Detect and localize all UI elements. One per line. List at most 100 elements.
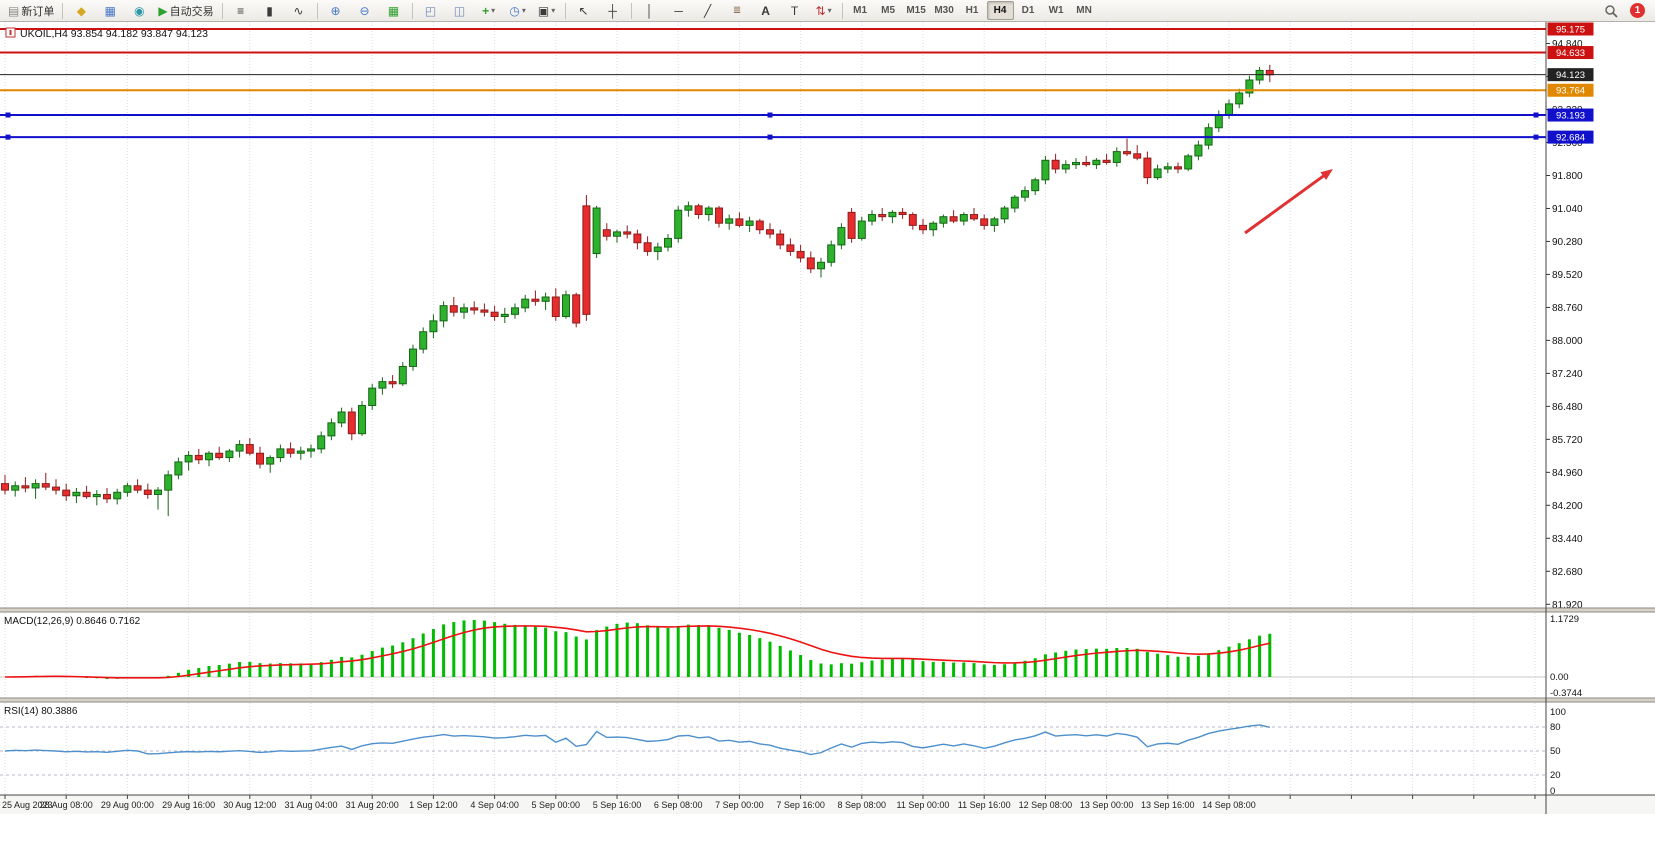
annotations-layer (1244, 169, 1333, 235)
label-tool-button[interactable]: T (781, 1, 809, 21)
crosshair-icon: ┼ (608, 3, 617, 18)
time-axis[interactable] (0, 795, 1655, 814)
period-button[interactable]: ◷ ▾ (504, 1, 532, 21)
new-chart-button[interactable]: + ▾ (475, 1, 503, 21)
trendline-button[interactable]: ╱ (694, 1, 722, 21)
navigator-button[interactable]: ◉ (125, 1, 153, 21)
price-line-92.684[interactable]: 92.684 (0, 130, 1594, 144)
candle (633, 229, 642, 250)
chart-plot-area[interactable] (0, 22, 1546, 608)
candle (409, 344, 417, 371)
time-axis-label: 31 Aug 04:00 (284, 800, 337, 810)
price-axis-label: 84.960 (1552, 468, 1583, 479)
time-axis-label: 29 Aug 16:00 (162, 800, 215, 810)
tile-windows-button[interactable]: ◫ (446, 1, 474, 21)
candle (1255, 66, 1264, 85)
line-handle[interactable] (767, 112, 773, 118)
panel-splitter[interactable] (0, 698, 1655, 702)
candle (1123, 138, 1131, 156)
timeframe-m1-button[interactable]: M1 (853, 5, 868, 16)
time-axis-label: 6 Sep 08:00 (654, 800, 703, 810)
line-handle[interactable] (5, 134, 11, 140)
macd-panel[interactable] (0, 612, 1546, 698)
candle (307, 444, 315, 458)
autotrade-button[interactable]: ▶ 自动交易 (154, 1, 217, 21)
zoom-in-button[interactable]: ⊕ (322, 1, 350, 21)
trendline-icon: ╱ (703, 3, 712, 18)
autotrade-icon: ▶ (158, 3, 168, 18)
zoom-out-button[interactable]: ⊖ (351, 1, 379, 21)
bar-chart-button[interactable]: ≡ (227, 1, 255, 21)
price-line-label-box (1547, 83, 1594, 97)
data-window-icon: ▦ (104, 3, 117, 18)
candle (82, 485, 91, 499)
price-axis-label: 81.920 (1552, 600, 1583, 611)
search-button[interactable] (1597, 1, 1625, 21)
candle (194, 448, 203, 465)
line-handle[interactable] (5, 112, 11, 118)
candle (562, 290, 570, 319)
candle (1194, 140, 1203, 161)
price-line-94.123[interactable]: 94.123 (0, 68, 1594, 82)
cascade-windows-button[interactable]: ◰ (417, 1, 445, 21)
arrow-annotation[interactable] (1244, 169, 1333, 235)
candle (745, 216, 754, 232)
timeframe-h1-button[interactable]: H1 (965, 5, 979, 16)
arrows-tool-button[interactable]: ⇅ ▾ (810, 1, 838, 21)
vertical-line-button[interactable]: │ (636, 1, 664, 21)
template-button[interactable]: ▣ ▾ (533, 1, 561, 21)
new-chart-icon: + (482, 3, 490, 18)
candle-chart-button[interactable]: ▮ (256, 1, 284, 21)
candle (225, 448, 234, 462)
clock-icon: ◷ (509, 3, 520, 18)
market-watch-button[interactable]: ◆ (67, 1, 95, 21)
timeframe-m30-button[interactable]: M30 (934, 5, 954, 16)
cursor-button[interactable]: ↖ (570, 1, 598, 21)
price-line-label: 93.764 (1556, 86, 1585, 97)
candle (235, 440, 244, 458)
time-axis-label: 7 Sep 16:00 (776, 800, 825, 810)
candle (184, 451, 193, 471)
line-handle[interactable] (1533, 112, 1539, 118)
zoom-out-icon: ⊖ (359, 3, 370, 18)
timeframe-w1-button[interactable]: W1 (1048, 5, 1064, 16)
notification-badge[interactable]: 1 (1630, 3, 1645, 18)
price-line-93.193[interactable]: 93.193 (0, 108, 1594, 122)
candle (92, 490, 101, 506)
price-line-label-box (1547, 46, 1594, 60)
timeframe-mn-button[interactable]: MN (1076, 5, 1092, 16)
line-chart-button[interactable]: ∿ (285, 1, 313, 21)
candle (266, 455, 275, 473)
rsi-axis-50: 50 (1550, 746, 1561, 757)
timeframe-m15-button[interactable]: M15 (906, 5, 926, 16)
candle (715, 205, 723, 228)
separator (62, 2, 64, 19)
timeframe-h4-button[interactable]: H4 (986, 1, 1014, 20)
candle (133, 479, 142, 494)
candle (990, 216, 999, 232)
price-line-93.764[interactable]: 93.764 (0, 83, 1594, 97)
crosshair-button[interactable]: ┼ (599, 1, 627, 21)
candle (1133, 145, 1142, 161)
panel-splitter[interactable] (0, 608, 1655, 612)
price-line-94.633[interactable]: 94.633 (0, 46, 1594, 60)
timeframe-m5-button[interactable]: M5 (881, 5, 896, 16)
candle (521, 294, 530, 313)
time-axis-label: 5 Sep 16:00 (593, 800, 642, 810)
timeframe-d1-button[interactable]: D1 (1021, 5, 1035, 16)
fibonacci-button[interactable]: ≣ (723, 1, 751, 21)
line-handle[interactable] (1533, 134, 1539, 140)
candle (398, 362, 407, 386)
new-order-button[interactable]: ▤ 新订单 (4, 1, 58, 21)
line-handle[interactable] (767, 134, 773, 140)
horizontal-line-button[interactable]: ─ (665, 1, 693, 21)
candle (664, 234, 672, 252)
candle (888, 210, 897, 224)
rsi-panel[interactable] (0, 702, 1546, 795)
price-axis[interactable] (1546, 22, 1655, 814)
text-tool-button[interactable]: A (752, 1, 780, 21)
grid-toggle-button[interactable]: ▦ (380, 1, 408, 21)
price-line-95.175[interactable]: 95.175 (0, 22, 1594, 36)
data-window-button[interactable]: ▦ (96, 1, 124, 21)
